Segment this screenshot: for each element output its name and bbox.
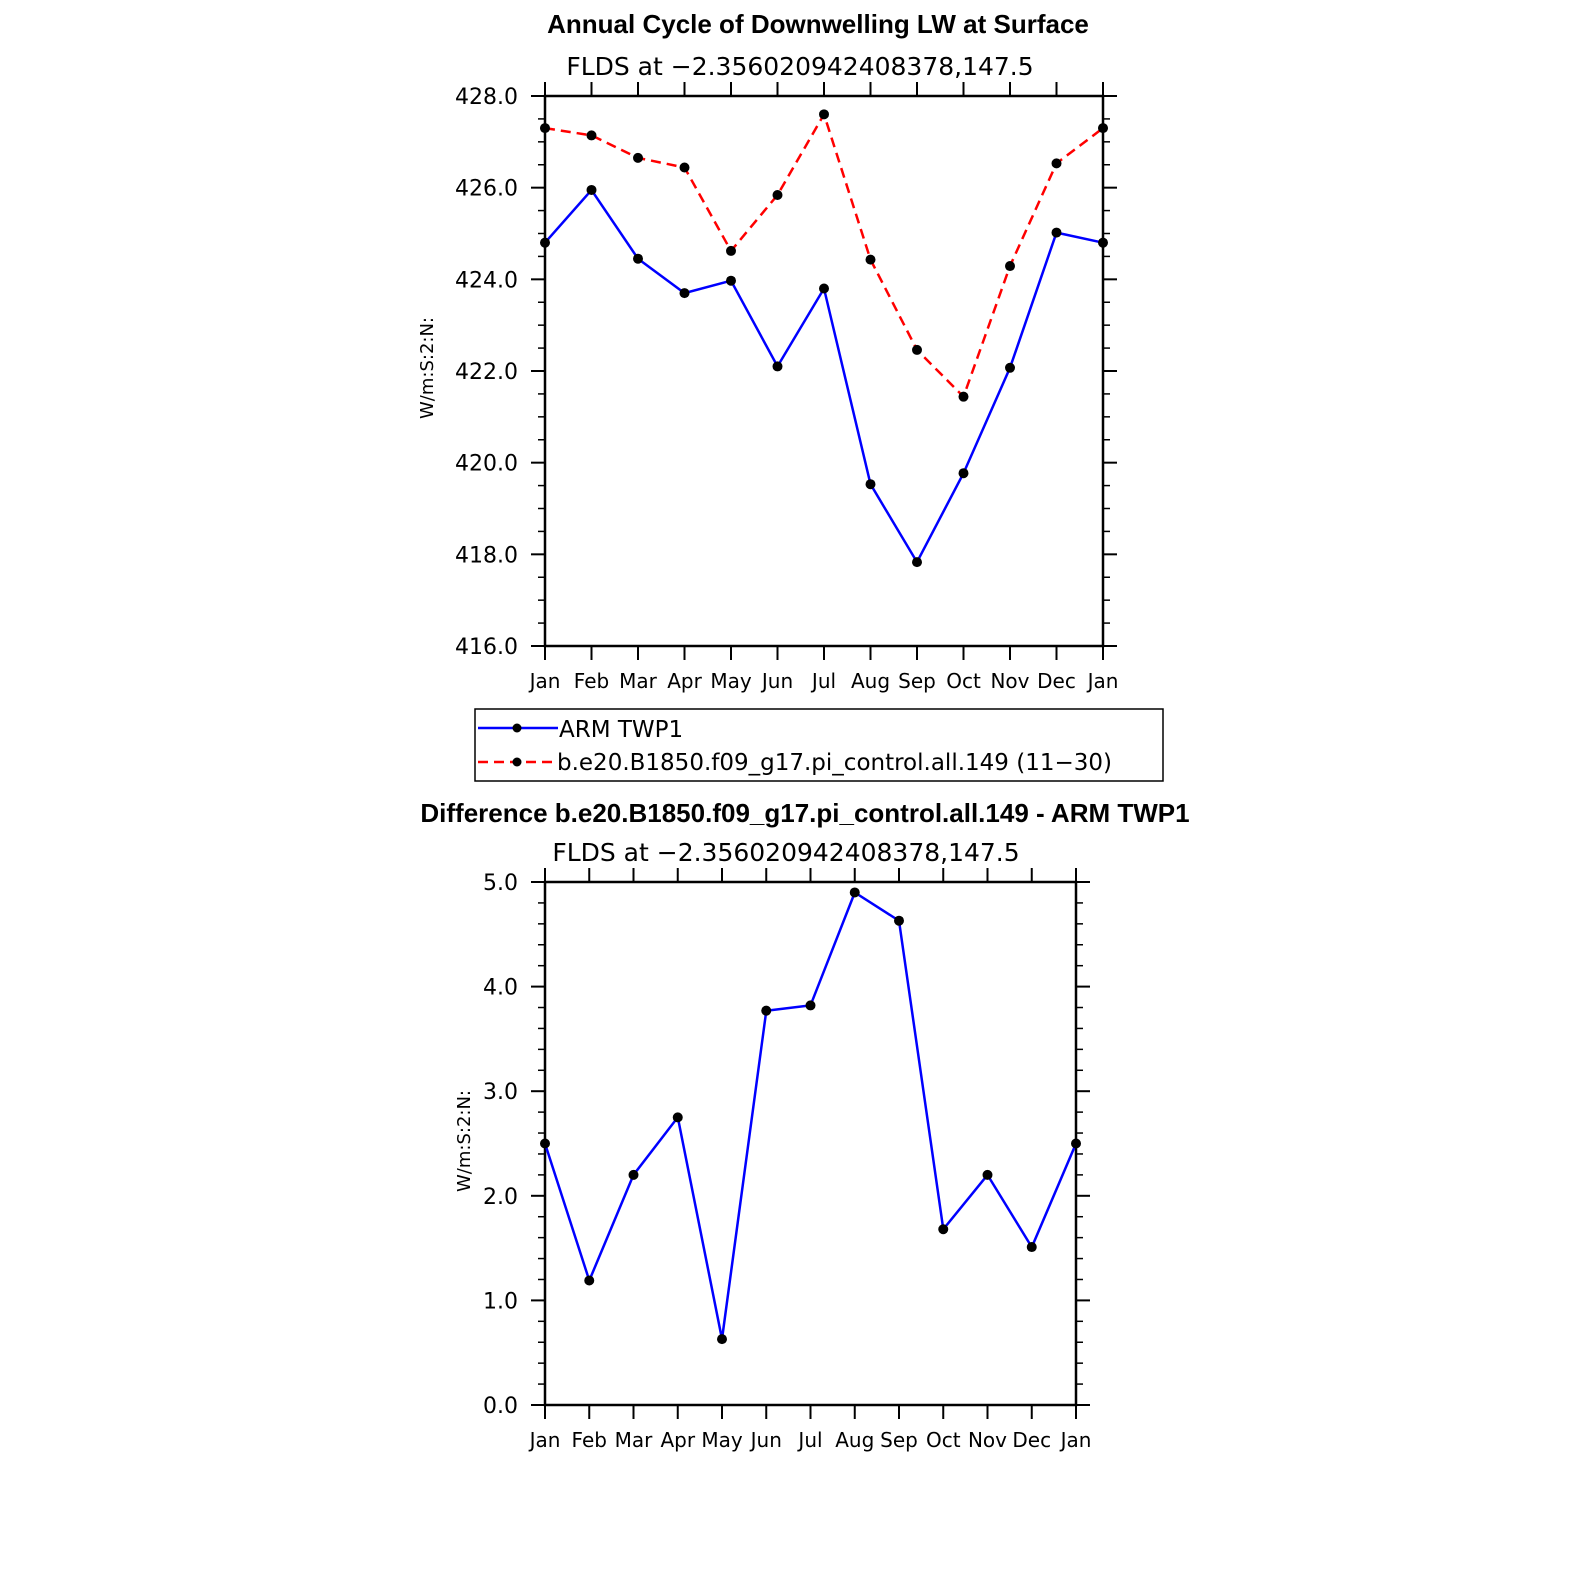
chart1-subtitle: FLDS at −2.356020942408378,147.5 (566, 52, 1033, 81)
x-tick-label: Mar (615, 1428, 654, 1452)
data-point (958, 468, 969, 479)
x-tick-label: Oct (926, 1428, 961, 1452)
data-point (586, 184, 597, 195)
y-tick-label: 422.0 (455, 360, 518, 385)
y-tick-label: 1.0 (483, 1289, 518, 1314)
x-tick-label: Jan (1059, 1428, 1092, 1452)
data-point (1051, 158, 1062, 169)
data-point (805, 1000, 816, 1011)
y-tick-label: 418.0 (455, 543, 518, 568)
legend-marker-model (512, 757, 522, 767)
y-tick-label: 2.0 (483, 1185, 518, 1210)
x-tick-label: Feb (572, 1428, 607, 1452)
data-point (633, 253, 643, 264)
chart1-plot: Jan Feb Mar Apr May Jun Jul Aug Sep Oct Nov Dec Jan 4… (455, 82, 1118, 693)
x-tick-label: Dec (1037, 669, 1076, 693)
data-point (633, 152, 643, 163)
y-tick-label: 3.0 (483, 1080, 518, 1105)
chart1-ylabel: W/m:S:2:N: (417, 317, 438, 419)
data-point (586, 130, 597, 141)
y-tick-label: 426.0 (455, 177, 518, 202)
y-tick-label: 4.0 (483, 976, 518, 1001)
data-point (679, 162, 690, 173)
y-tick-label: 420.0 (455, 452, 518, 477)
data-point (982, 1169, 993, 1180)
y-tick-label: 5.0 (483, 871, 518, 896)
x-tick-label: Feb (574, 669, 609, 693)
x-tick-label: Jan (528, 669, 561, 693)
data-point (761, 1005, 772, 1016)
x-tick-label: Jun (749, 1428, 782, 1452)
x-tick-label: May (710, 669, 752, 693)
y-tick-label: 424.0 (455, 268, 518, 293)
data-point (772, 361, 783, 372)
chart2-plot: Jan Feb Mar Apr May Jun Jul Aug Sep Oct Nov Dec Jan 0… (483, 868, 1091, 1452)
data-point (938, 1224, 949, 1235)
legend-label-model: b.e20.B1850.f09_g17.pi_control.all.149 (… (557, 750, 1112, 776)
x-tick-label: Mar (619, 669, 658, 693)
legend-box (474, 708, 1164, 782)
series-line (544, 111, 1104, 399)
data-point (1071, 1138, 1081, 1149)
data-point (540, 237, 550, 248)
chart2-subtitle: FLDS at −2.356020942408378,147.5 (552, 838, 1019, 867)
plot-frame (543, 94, 1105, 648)
data-point (865, 479, 876, 490)
x-tick-label: Aug (851, 669, 890, 693)
legend: ARM TWP1 b.e20.B1850.f09_g17.pi_control.… (474, 708, 1164, 782)
data-point (726, 275, 736, 286)
x-tick-label: Jan (1086, 669, 1119, 693)
x-tick-label: Jun (760, 669, 793, 693)
data-point (819, 283, 829, 294)
plot-frame (543, 880, 1078, 1407)
y-tick-label: 428.0 (455, 85, 518, 110)
data-point (772, 190, 783, 200)
data-point (1051, 227, 1062, 238)
data-point (1098, 237, 1108, 248)
data-point (717, 1334, 727, 1345)
data-point (540, 123, 550, 134)
x-tick-label: Aug (835, 1428, 874, 1452)
data-point (912, 557, 922, 568)
data-point (726, 245, 736, 256)
x-tick-label: Nov (990, 669, 1029, 693)
data-point (679, 288, 690, 299)
legend-label-arm: ARM TWP1 (559, 717, 683, 743)
x-tick-label: Oct (946, 669, 981, 693)
x-tick-label: Sep (898, 669, 936, 693)
x-tick-label: May (701, 1428, 743, 1452)
data-point (1005, 362, 1015, 373)
data-point (1005, 261, 1015, 272)
data-point (672, 1112, 683, 1123)
chart1-title: Annual Cycle of Downwelling LW at Surfac… (547, 9, 1089, 39)
legend-marker-arm (512, 723, 522, 733)
x-tick-label: Nov (968, 1428, 1007, 1452)
data-point (894, 915, 904, 926)
data-point (819, 109, 829, 120)
x-tick-label: Dec (1012, 1428, 1051, 1452)
chart2-title: Difference b.e20.B1850.f09_g17.pi_contro… (420, 798, 1189, 828)
data-point (628, 1169, 639, 1180)
x-tick-label: Apr (667, 669, 702, 693)
x-tick-label: Apr (660, 1428, 695, 1452)
data-point (865, 254, 876, 265)
data-point (540, 1138, 550, 1149)
data-point (584, 1275, 595, 1286)
data-point (1098, 123, 1108, 134)
y-tick-label: 0.0 (483, 1394, 518, 1419)
x-tick-label: Jan (528, 1428, 561, 1452)
y-tick-label: 416.0 (455, 635, 518, 660)
data-point (912, 344, 922, 355)
data-point (1026, 1242, 1037, 1253)
data-point (958, 391, 969, 402)
x-tick-label: Jul (796, 1428, 822, 1452)
x-tick-label: Sep (880, 1428, 918, 1452)
series-line (543, 890, 1078, 1340)
x-tick-label: Jul (810, 669, 836, 693)
chart2-ylabel: W/m:S:2:N: (454, 1090, 475, 1192)
data-point (849, 887, 860, 898)
